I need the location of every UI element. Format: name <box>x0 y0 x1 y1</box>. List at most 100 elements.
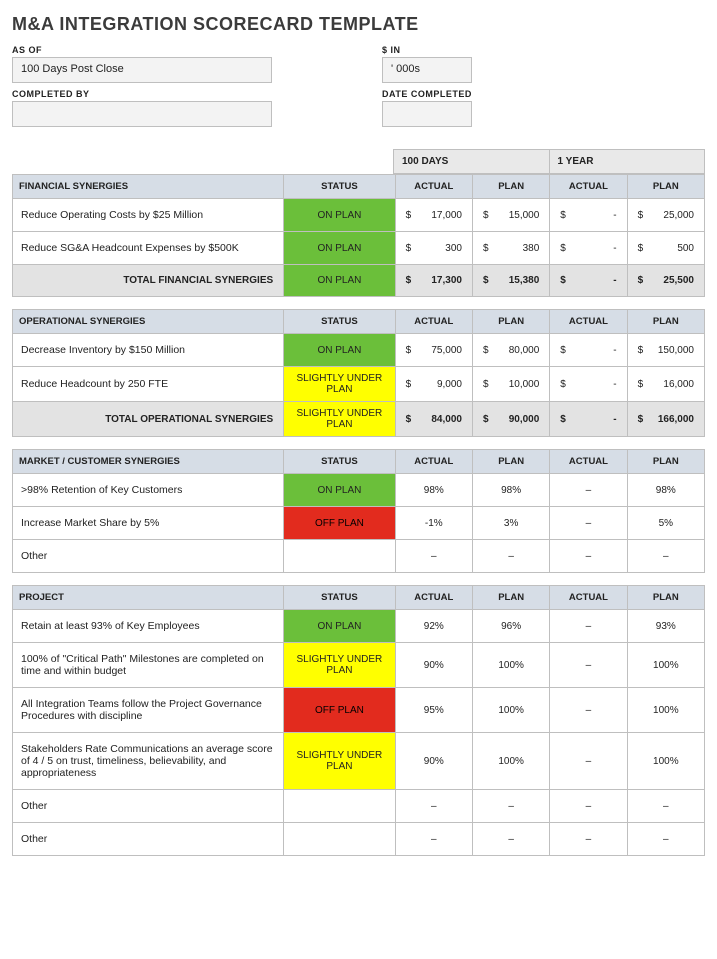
value-cell: $15,380 <box>472 265 549 297</box>
col-actual-1y: ACTUAL <box>550 175 627 199</box>
status-badge: SLIGHTLY UNDER PLAN <box>284 643 395 688</box>
value-cell: – <box>550 540 627 573</box>
value-cell: 5% <box>627 507 704 540</box>
section-header: OPERATIONAL SYNERGIES <box>13 310 284 334</box>
value-cell: – <box>472 790 549 823</box>
row-desc: Reduce SG&A Headcount Expenses by $500K <box>13 232 284 265</box>
value-cell: – <box>395 790 472 823</box>
meta-as-of: AS OF 100 Days Post Close <box>12 45 272 83</box>
status-badge <box>284 790 395 823</box>
value-cell: $- <box>550 334 627 367</box>
value-cell: – <box>627 540 704 573</box>
meta-date-completed: DATE COMPLETED <box>382 89 472 127</box>
status-badge: ON PLAN <box>284 474 395 507</box>
table-row: Other – – – – <box>13 540 705 573</box>
value-cell: 100% <box>627 688 704 733</box>
section-market: MARKET / CUSTOMER SYNERGIES STATUS ACTUA… <box>12 449 705 573</box>
value-cell: – <box>472 540 549 573</box>
value-cell: – <box>395 823 472 856</box>
value-cell: 96% <box>472 610 549 643</box>
value-cell: $- <box>550 367 627 402</box>
row-desc: Reduce Headcount by 250 FTE <box>13 367 284 402</box>
value-cell: – <box>550 507 627 540</box>
table-row: Other – – – – <box>13 790 705 823</box>
value-cell: – <box>550 733 627 790</box>
total-label: TOTAL OPERATIONAL SYNERGIES <box>13 402 284 437</box>
table-row: 100% of "Critical Path" Milestones are c… <box>13 643 705 688</box>
value-cell: 98% <box>472 474 549 507</box>
value-cell: $166,000 <box>627 402 704 437</box>
value-cell: 100% <box>472 643 549 688</box>
col-actual-100: ACTUAL <box>395 175 472 199</box>
status-badge: OFF PLAN <box>284 507 395 540</box>
col-plan-100: PLAN <box>472 175 549 199</box>
status-badge: ON PLAN <box>284 232 395 265</box>
table-row: Increase Market Share by 5% OFF PLAN -1%… <box>13 507 705 540</box>
value-cell: $17,300 <box>395 265 472 297</box>
total-row: TOTAL OPERATIONAL SYNERGIES SLIGHTLY UND… <box>13 402 705 437</box>
row-desc: Other <box>13 540 284 573</box>
value-cell: 98% <box>395 474 472 507</box>
row-desc: Reduce Operating Costs by $25 Million <box>13 199 284 232</box>
value-cell: 3% <box>472 507 549 540</box>
col-plan-1y: PLAN <box>627 586 704 610</box>
status-badge: SLIGHTLY UNDER PLAN <box>284 402 395 437</box>
col-actual-100: ACTUAL <box>395 310 472 334</box>
table-row: Other – – – – <box>13 823 705 856</box>
status-badge: ON PLAN <box>284 199 395 232</box>
value-cell: 100% <box>627 643 704 688</box>
col-plan-100: PLAN <box>472 450 549 474</box>
row-desc: Increase Market Share by 5% <box>13 507 284 540</box>
value-cell: $150,000 <box>627 334 704 367</box>
meta-date-completed-value[interactable] <box>382 101 472 127</box>
meta-completed-by-value[interactable] <box>12 101 272 127</box>
value-cell: $84,000 <box>395 402 472 437</box>
col-actual-1y: ACTUAL <box>550 450 627 474</box>
value-cell: $300 <box>395 232 472 265</box>
meta-as-of-label: AS OF <box>12 45 272 55</box>
col-status: STATUS <box>284 310 395 334</box>
status-badge: ON PLAN <box>284 265 395 297</box>
col-plan-100: PLAN <box>472 310 549 334</box>
col-actual-1y: ACTUAL <box>550 310 627 334</box>
value-cell: 90% <box>395 643 472 688</box>
meta-completed-by-label: COMPLETED BY <box>12 89 272 99</box>
value-cell: – <box>627 823 704 856</box>
col-plan-1y: PLAN <box>627 310 704 334</box>
table-row: Reduce Headcount by 250 FTE SLIGHTLY UND… <box>13 367 705 402</box>
status-badge <box>284 540 395 573</box>
table-row: Decrease Inventory by $150 Million ON PL… <box>13 334 705 367</box>
period-100-days: 100 DAYS <box>393 149 550 174</box>
col-status: STATUS <box>284 175 395 199</box>
value-cell: $80,000 <box>472 334 549 367</box>
value-cell: 100% <box>472 688 549 733</box>
value-cell: $- <box>550 232 627 265</box>
meta-s-in-value[interactable]: ' 000s <box>382 57 472 83</box>
value-cell: 95% <box>395 688 472 733</box>
row-desc: Stakeholders Rate Communications an aver… <box>13 733 284 790</box>
value-cell: 98% <box>627 474 704 507</box>
value-cell: $90,000 <box>472 402 549 437</box>
status-badge <box>284 823 395 856</box>
col-status: STATUS <box>284 586 395 610</box>
status-badge: ON PLAN <box>284 334 395 367</box>
meta-as-of-value[interactable]: 100 Days Post Close <box>12 57 272 83</box>
col-status: STATUS <box>284 450 395 474</box>
value-cell: $380 <box>472 232 549 265</box>
status-badge: OFF PLAN <box>284 688 395 733</box>
value-cell: -1% <box>395 507 472 540</box>
total-row: TOTAL FINANCIAL SYNERGIES ON PLAN $17,30… <box>13 265 705 297</box>
section-operational: OPERATIONAL SYNERGIES STATUS ACTUAL PLAN… <box>12 309 705 437</box>
value-cell: $75,000 <box>395 334 472 367</box>
section-header: MARKET / CUSTOMER SYNERGIES <box>13 450 284 474</box>
value-cell: 100% <box>627 733 704 790</box>
table-row: Retain at least 93% of Key Employees ON … <box>13 610 705 643</box>
col-plan-1y: PLAN <box>627 175 704 199</box>
value-cell: – <box>472 823 549 856</box>
value-cell: 92% <box>395 610 472 643</box>
value-cell: – <box>395 540 472 573</box>
table-row: Reduce Operating Costs by $25 Million ON… <box>13 199 705 232</box>
value-cell: $16,000 <box>627 367 704 402</box>
value-cell: $- <box>550 199 627 232</box>
table-row: >98% Retention of Key Customers ON PLAN … <box>13 474 705 507</box>
